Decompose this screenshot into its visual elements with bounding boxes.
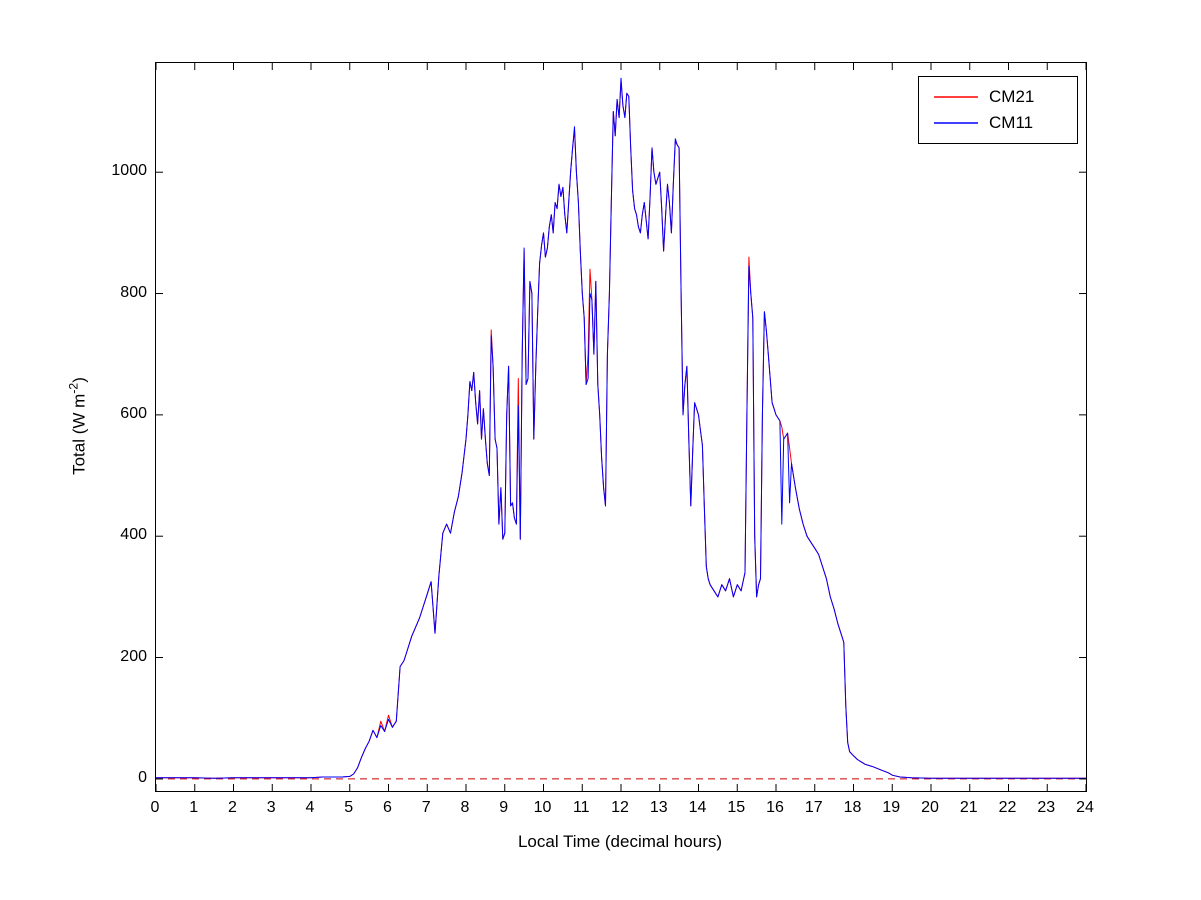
x-tick-label: 5 — [344, 799, 354, 816]
x-tick-label: 6 — [383, 799, 392, 816]
x-tick-label: 11 — [572, 799, 590, 816]
x-tick-label: 17 — [804, 799, 823, 816]
legend-entry-cm21: CM21 — [919, 84, 1077, 110]
x-tick-label: 22 — [998, 799, 1017, 816]
y-tick-label: 800 — [120, 283, 147, 301]
x-tick-label: 1 — [189, 799, 199, 816]
y-tick-label: 200 — [120, 647, 147, 665]
x-tick-label: 14 — [688, 799, 707, 816]
x-tick-label: 19 — [882, 799, 901, 816]
x-tick-label: 21 — [959, 799, 978, 816]
x-tick-label: 24 — [1076, 799, 1094, 816]
x-tick-label: 20 — [921, 799, 939, 816]
x-axis-label: Local Time (decimal hours) — [517, 832, 723, 851]
y-tick-label: 1000 — [111, 162, 147, 180]
chart-canvas — [156, 63, 1086, 791]
x-tick-label: 2 — [228, 799, 237, 816]
legend-entry-cm11: CM11 — [919, 110, 1077, 136]
legend-label-cm11: CM11 — [989, 113, 1034, 132]
x-tick-label: 16 — [766, 799, 784, 816]
y-tick-label: 400 — [120, 526, 147, 544]
x-tick-label: 18 — [843, 799, 862, 816]
x-tick-label: 13 — [649, 799, 668, 816]
plot-area — [155, 62, 1087, 792]
x-tick-label: 4 — [305, 799, 315, 816]
x-tick-label: 7 — [421, 799, 431, 816]
y-tick-label: 600 — [120, 404, 147, 422]
cm11-line-sample-icon — [934, 122, 978, 124]
legend: CM21 CM11 — [918, 76, 1078, 144]
y-axis-label-superscript: -2 — [66, 382, 81, 394]
y-tick-label: 0 — [138, 768, 147, 786]
y-axis-label-text: Total (W m — [69, 393, 89, 475]
series-line-cm21 — [156, 80, 1086, 779]
x-tick-label: 15 — [727, 799, 746, 816]
x-tick-label: 10 — [533, 799, 552, 816]
x-tick-label: 23 — [1037, 799, 1056, 816]
series-line-cm11 — [156, 77, 1086, 779]
legend-label-cm21: CM21 — [989, 87, 1035, 106]
y-axis-label-suffix: ) — [69, 377, 89, 383]
y-axis-label: Total (W m-2) — [67, 377, 90, 475]
x-tick-label: 12 — [611, 799, 629, 816]
x-tick-label: 0 — [150, 799, 160, 816]
x-tick-label: 8 — [460, 799, 470, 816]
cm21-line-sample-icon — [934, 96, 978, 98]
x-tick-label: 9 — [499, 799, 509, 816]
x-tick-label: 3 — [266, 799, 276, 816]
